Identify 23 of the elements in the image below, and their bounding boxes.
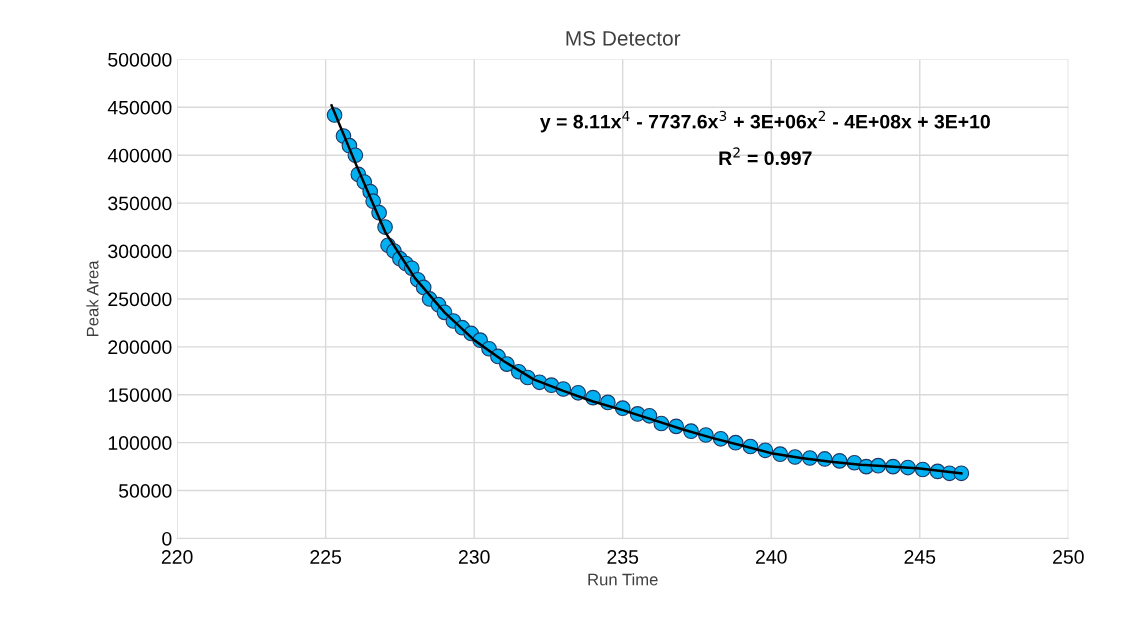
x-axis-title: Run Time: [588, 573, 658, 586]
x-tick-label: 225: [310, 550, 342, 564]
y-axis-title: Peak Area: [86, 260, 99, 337]
x-tick-label: 245: [904, 550, 936, 564]
x-tick-label: 230: [458, 550, 490, 564]
y-tick-label: 100000: [108, 436, 172, 450]
x-tick-label: 240: [756, 550, 787, 564]
y-tick-label: 250000: [108, 292, 172, 307]
x-tick-label: 235: [607, 550, 639, 564]
x-tick-label: 250: [1053, 550, 1084, 564]
y-tick-label: 450000: [107, 100, 172, 115]
chart-title: MS Detector: [566, 30, 681, 46]
y-tick-label: 150000: [108, 388, 172, 402]
x-tick-label: 220: [161, 550, 193, 564]
y-tick-label: 400000: [107, 148, 172, 163]
y-tick-label: 350000: [108, 196, 172, 211]
y-tick-label: 500000: [108, 52, 172, 67]
y-tick-label: 300000: [108, 244, 172, 259]
y-tick-label: 0: [162, 531, 172, 546]
annotation: y = 8.11x$^{4}$ - 7737.6x$^{3}$ + 3E+06x$^{2}$ - 4E+08x + 3E+10: [540, 110, 990, 133]
y-tick-label: 50000: [118, 484, 172, 498]
annotation: R$^{2}$ = 0.997: [719, 147, 812, 166]
y-tick-label: 200000: [108, 340, 172, 355]
